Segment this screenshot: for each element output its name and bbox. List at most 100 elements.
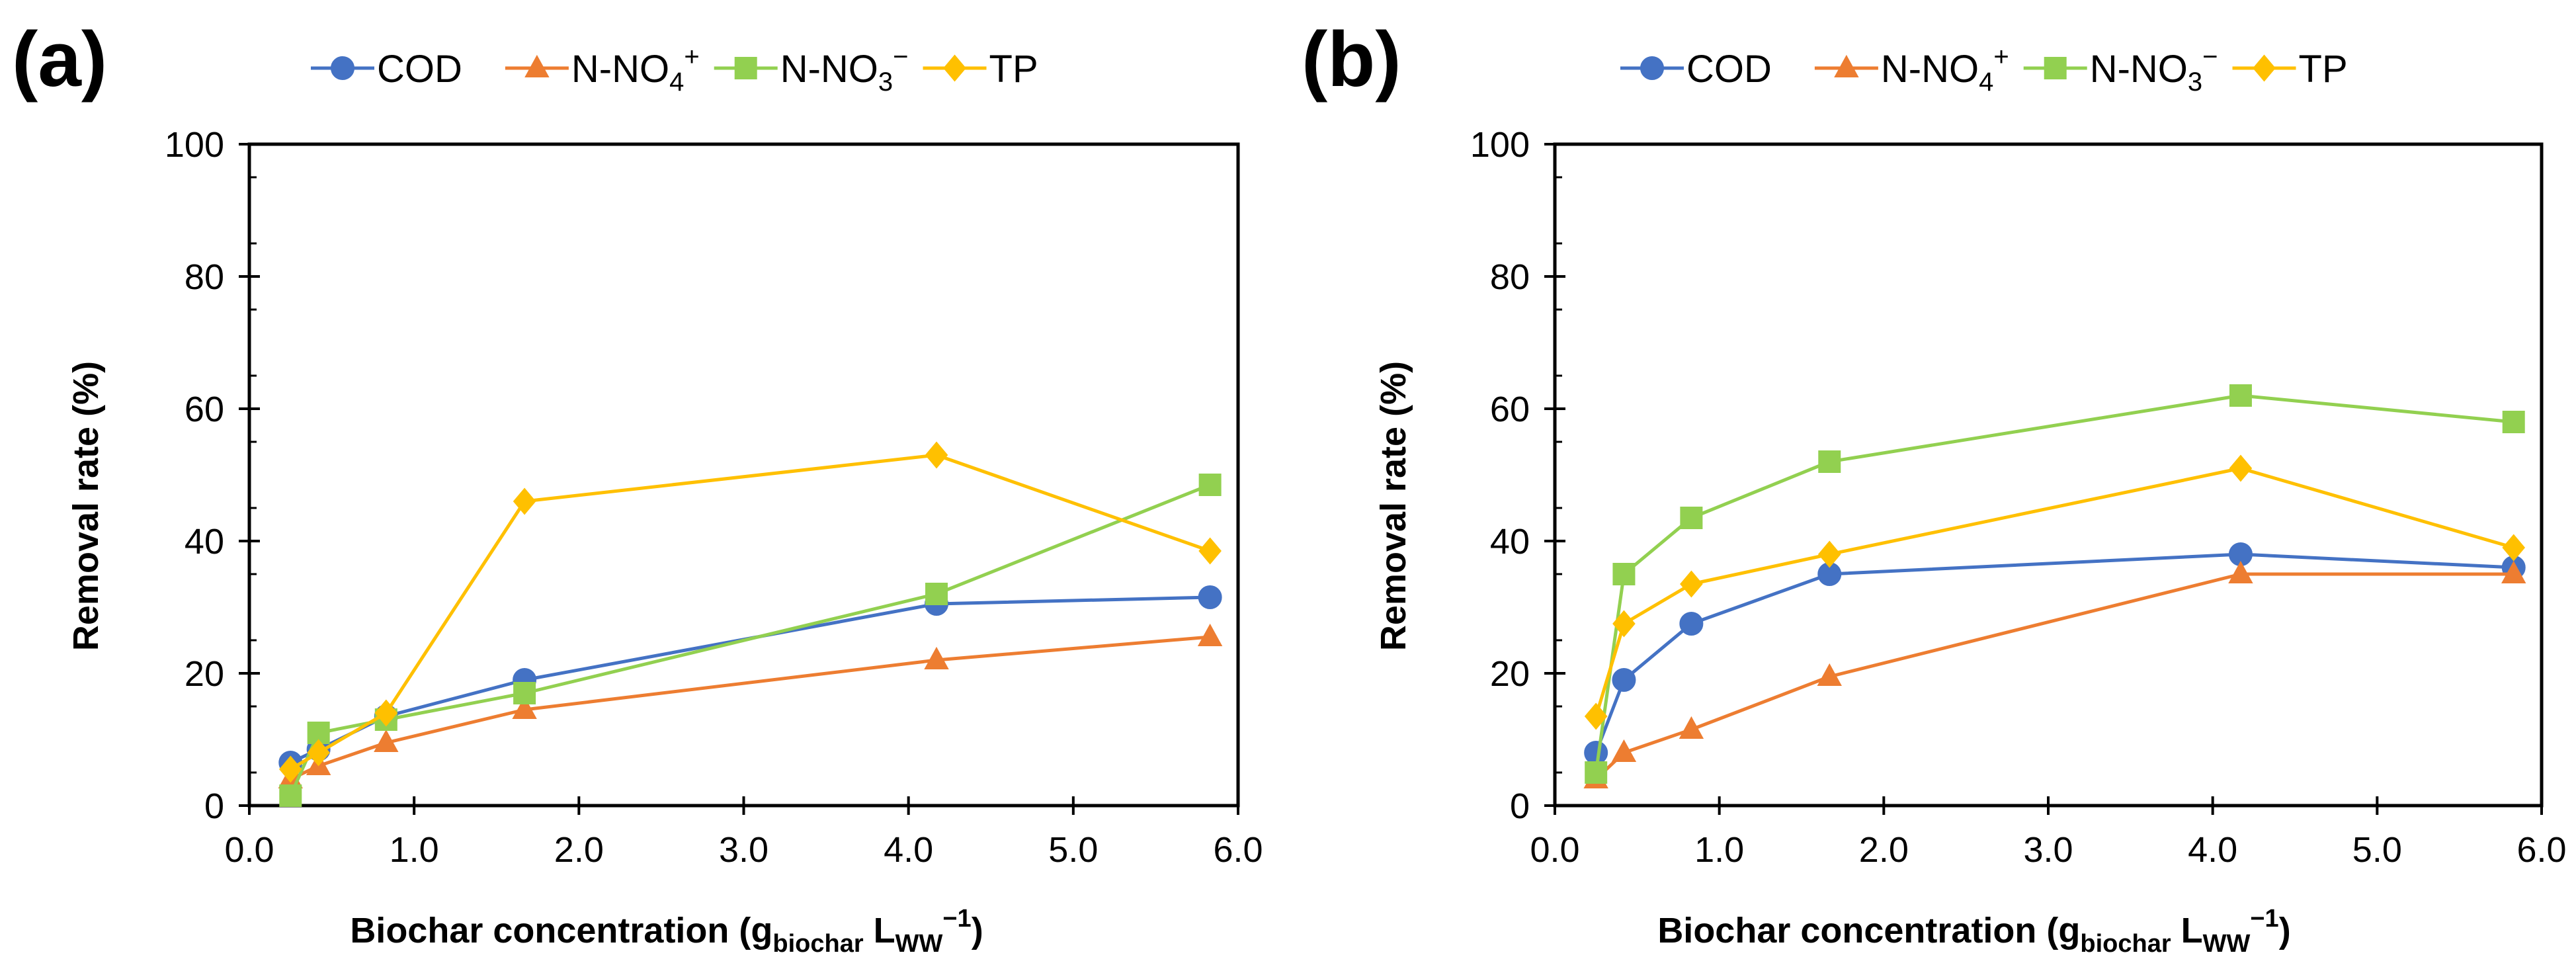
data-point (2228, 560, 2253, 583)
series-line (290, 453, 1211, 771)
legend-marker (943, 54, 966, 82)
series-cod (278, 585, 1222, 775)
x-tick-label: 6.0 (1213, 830, 1263, 870)
data-point (2502, 411, 2525, 433)
x-title-suffix: ) (2279, 911, 2291, 950)
x-title-mid: L (864, 911, 895, 950)
y-tick-label: 100 (1470, 125, 1530, 165)
data-point (925, 441, 948, 469)
x-title-sup: −1 (942, 905, 971, 933)
legend-label-base: TP (2299, 48, 2348, 91)
data-point (1197, 623, 1223, 646)
data-point (1198, 537, 1222, 565)
x-title-sub: WW (895, 930, 943, 958)
legend-label-base: COD (377, 48, 462, 91)
y-tick-label: 80 (185, 257, 224, 297)
legend-label-base: COD (1686, 48, 1772, 91)
data-point (1612, 668, 1636, 692)
data-point (1612, 563, 1636, 585)
legend-label: COD (1686, 48, 1772, 91)
legend-label-base: N-NO (780, 48, 878, 91)
y-tick-label: 100 (165, 125, 224, 165)
series-line (290, 595, 1210, 765)
data-point (925, 583, 948, 605)
legend-item-cod: COD (311, 48, 462, 91)
y-tick-label: 0 (1510, 786, 1530, 826)
x-tick-label: 4.0 (884, 830, 933, 870)
legend-label-base: N-NO (2090, 48, 2188, 91)
series-tp (278, 441, 1222, 783)
x-title-suffix: ) (972, 911, 983, 950)
legend-label: N-NO3− (2090, 42, 2218, 97)
legend-marker (734, 57, 757, 79)
data-point (1817, 540, 1841, 568)
legend-label-sub: 4 (669, 67, 684, 97)
y-tick-label: 40 (1490, 522, 1530, 562)
x-tick-label: 1.0 (1694, 830, 1744, 870)
x-title-sup: −1 (2250, 905, 2278, 933)
legend-marker (2253, 54, 2276, 82)
data-point (513, 487, 536, 515)
series-line (1595, 572, 2514, 780)
legend-marker (331, 56, 354, 80)
x-tick-label: 1.0 (390, 830, 439, 870)
data-point (374, 699, 398, 727)
legend-label: N-NO3− (780, 42, 909, 97)
y-tick-label: 40 (185, 522, 224, 562)
plot-area: 0 20 40 60 80 100 0.0 1.0 2.0 3.0 4.0 5.0 6.0 (165, 125, 1263, 870)
data-point (2229, 454, 2253, 482)
x-axis-title: Biochar concentration (gbiochar LWW−1) (350, 905, 983, 958)
x-tick-label: 0.0 (1530, 830, 1579, 870)
y-tick-label: 60 (1490, 390, 1530, 429)
series-n-no4 (1583, 560, 2526, 788)
data-point (2501, 560, 2526, 583)
legend-label: TP (2299, 48, 2348, 91)
data-point (307, 739, 330, 767)
legend-label-sup: − (893, 42, 908, 71)
data-point (1585, 761, 1608, 784)
y-tick-label: 0 (204, 786, 224, 826)
legend-label: N-NO4+ (1881, 42, 2009, 97)
y-axis-title: Removal rate (%) (1374, 361, 1413, 651)
data-point (1612, 610, 1636, 638)
y-tick-label: 20 (185, 654, 224, 694)
series-tp (1584, 454, 2526, 730)
legend-label-base: N-NO (1881, 48, 1979, 91)
x-title-sub: biochar (2080, 930, 2171, 958)
data-point (512, 696, 537, 719)
legend: COD N-NO4+ N-NO3− TP (1620, 42, 2348, 97)
series-line (289, 483, 1211, 797)
y-tick-label: 80 (1490, 257, 1530, 297)
x-title-mid: L (2171, 911, 2203, 950)
legend-marker (2044, 57, 2067, 79)
data-point (1611, 739, 1637, 762)
legend-item-n-no3: N-NO3− (2023, 42, 2218, 97)
series-line (1594, 552, 2514, 753)
data-point (1679, 716, 1704, 739)
data-point (1818, 450, 1841, 473)
data-point (374, 729, 399, 752)
data-point (1679, 612, 1704, 636)
x-tick-label: 5.0 (1048, 830, 1098, 870)
legend-item-tp: TP (2232, 48, 2348, 91)
data-point (2229, 384, 2252, 407)
legend-label-sub: 4 (1979, 67, 1993, 97)
series-line (1594, 394, 2514, 773)
data-point (1680, 507, 1703, 529)
x-axis-title: Biochar concentration (gbiochar LWW−1) (1657, 905, 2290, 958)
x-tick-label: 0.0 (224, 830, 274, 870)
x-tick-label: 3.0 (719, 830, 769, 870)
legend-label: TP (989, 48, 1038, 91)
legend-marker (1834, 54, 1859, 77)
x-tick-label: 2.0 (554, 830, 604, 870)
series-n-no3 (279, 474, 1222, 807)
legend-label-base: TP (989, 48, 1038, 91)
data-point (1584, 741, 1608, 765)
y-tick-label: 60 (185, 390, 224, 429)
x-tick-label: 5.0 (2352, 830, 2402, 870)
legend-item-n-no4: N-NO4+ (505, 42, 700, 97)
legend-item-tp: TP (923, 48, 1038, 91)
